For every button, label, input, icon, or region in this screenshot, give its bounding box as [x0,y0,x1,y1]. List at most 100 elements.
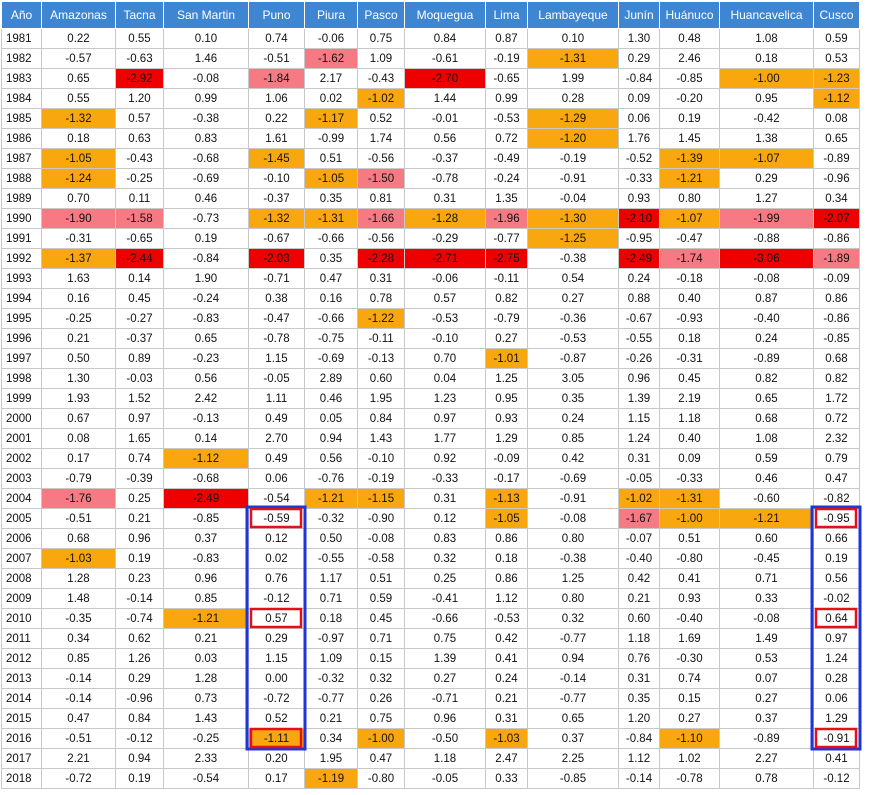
value-cell: -1.17 [304,108,358,129]
value-cell: 0.76 [618,648,660,669]
value-cell: 0.21 [41,328,116,349]
column-header: Año [1,1,42,29]
table-row: 1997 0.50 0.89 -0.23 1.15 -0.69 -0.13 0.70 -1.01… [1,348,860,369]
value-cell: -0.01 [404,108,486,129]
value-cell: 0.99 [485,88,528,109]
value-cell: -0.80 [357,768,405,789]
value-cell: 0.93 [485,408,528,429]
value-cell: 0.19 [813,548,860,569]
value-cell: 0.42 [618,568,660,589]
value-cell: 1.02 [659,748,720,769]
value-cell: -0.23 [163,348,249,369]
value-cell: 0.14 [115,268,164,289]
value-cell: -2.07 [813,208,860,229]
value-cell: -0.83 [163,548,249,569]
column-header: Huancavelica [719,1,814,29]
value-cell: 1.90 [163,268,249,289]
value-cell: 0.47 [813,468,860,489]
value-cell: 0.35 [304,248,358,269]
value-cell: -1.31 [304,208,358,229]
value-cell: -0.32 [304,508,358,529]
value-cell: -0.09 [813,268,860,289]
value-cell: -0.54 [248,488,305,509]
value-cell: -0.40 [719,308,814,329]
value-cell: 0.24 [485,668,528,689]
value-cell: 1.18 [404,748,486,769]
year-cell: 2009 [1,588,42,609]
value-cell: 0.27 [719,688,814,709]
value-cell: 0.65 [813,128,860,149]
year-cell: 1983 [1,68,42,89]
value-cell: 0.66 [813,528,860,549]
value-cell: -1.23 [813,68,860,89]
year-cell: 2017 [1,748,42,769]
value-cell: 0.06 [813,688,860,709]
value-cell: 0.68 [813,348,860,369]
value-cell: -0.06 [404,268,486,289]
value-cell: -0.14 [41,668,116,689]
value-cell: -0.51 [41,728,116,749]
value-cell: -0.13 [357,348,405,369]
value-cell: -0.75 [304,328,358,349]
value-cell: 1.30 [41,368,116,389]
value-cell: 0.41 [485,648,528,669]
value-cell: -0.49 [485,148,528,169]
value-cell: 0.46 [719,468,814,489]
value-cell: 0.49 [248,408,305,429]
year-cell: 2016 [1,728,42,749]
value-cell: -1.30 [527,208,619,229]
value-cell: 0.74 [115,448,164,469]
value-cell: 0.59 [357,588,405,609]
value-cell: -0.86 [813,308,860,329]
year-cell: 1989 [1,188,42,209]
year-cell: 1996 [1,328,42,349]
column-header: Cusco [813,1,860,29]
value-cell: 0.85 [163,588,249,609]
value-cell: -1.05 [41,148,116,169]
value-cell: 1.72 [813,388,860,409]
year-cell: 2014 [1,688,42,709]
value-cell: -1.90 [41,208,116,229]
value-cell: 2.17 [304,68,358,89]
value-cell: 0.22 [41,28,116,49]
value-cell: -1.10 [659,728,720,749]
value-cell: -1.12 [163,448,249,469]
value-cell: -0.24 [485,168,528,189]
value-cell: -0.37 [404,148,486,169]
value-cell: 0.45 [115,288,164,309]
table-row: 1999 1.93 1.52 2.42 1.11 0.46 1.95 1.23 0.95 0.35… [1,388,860,409]
value-cell: 0.85 [41,648,116,669]
value-cell: -0.27 [115,308,164,329]
value-cell: 0.86 [485,568,528,589]
value-cell: -1.22 [357,308,405,329]
value-cell: -0.85 [527,768,619,789]
value-cell: -0.83 [163,308,249,329]
value-cell: -0.26 [618,348,660,369]
value-cell: -0.32 [304,668,358,689]
value-cell: -0.31 [659,348,720,369]
value-cell: 1.28 [41,568,116,589]
value-cell: 0.11 [115,188,164,209]
value-cell: -0.71 [248,268,305,289]
value-cell: 2.21 [41,748,116,769]
table-row: 2009 1.48 -0.14 0.85 -0.12 0.71 0.59 -0.41 1.12 0… [1,588,860,609]
value-cell: 2.70 [248,428,305,449]
value-cell: -0.54 [163,768,249,789]
value-cell: 0.62 [115,628,164,649]
table-row: 2006 0.68 0.96 0.37 0.12 0.50 -0.08 0.83 0.86 0.8… [1,528,860,549]
value-cell: 0.87 [719,288,814,309]
table-row: 2008 1.28 0.23 0.96 0.76 1.17 0.51 0.25 0.86 1.25… [1,568,860,589]
value-cell: 2.89 [304,368,358,389]
value-cell: -1.62 [304,48,358,69]
value-cell: 0.18 [485,548,528,569]
value-cell: -1.01 [485,348,528,369]
value-cell: -0.08 [719,268,814,289]
value-cell: -0.51 [248,48,305,69]
value-cell: -0.72 [248,688,305,709]
value-cell: -0.43 [357,68,405,89]
value-cell: 0.29 [248,628,305,649]
year-cell: 2001 [1,428,42,449]
value-cell: 0.75 [404,628,486,649]
table-row: 2003 -0.79 -0.39 -0.68 0.06 -0.76 -0.19 -0.33 -0… [1,468,860,489]
value-cell: 0.75 [357,708,405,729]
